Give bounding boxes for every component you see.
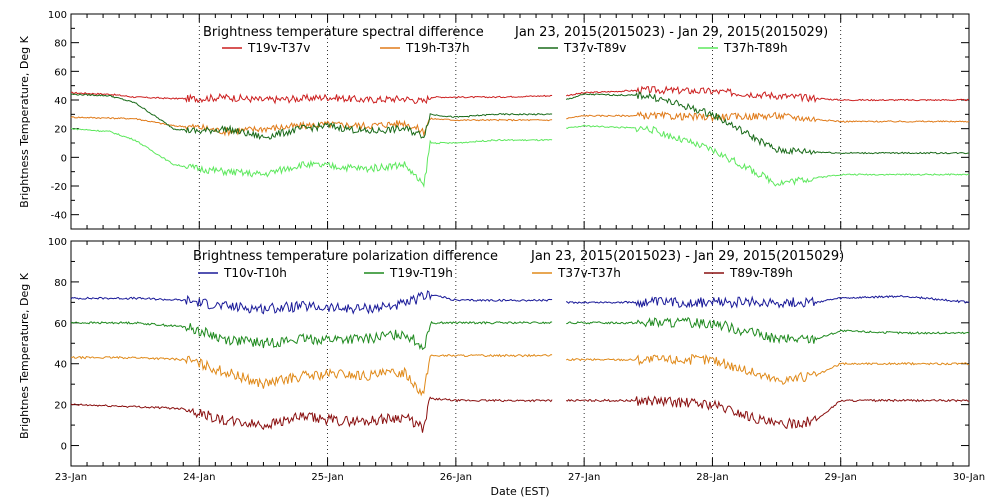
panel-spectral-x-ticks xyxy=(70,14,970,229)
series-line xyxy=(565,294,970,309)
panel-polarization-gridlines xyxy=(198,241,842,466)
series-line xyxy=(566,395,970,430)
y-tick-label: 20 xyxy=(54,125,67,136)
y-tick-label: 20 xyxy=(54,401,67,412)
panel-spectral-series xyxy=(70,85,970,188)
x-tick-label: 28-Jan xyxy=(696,472,728,483)
panel-polarization-title: Brightness temperature polarization diff… xyxy=(193,249,498,264)
y-tick-label: 100 xyxy=(48,10,67,21)
legend-label: T19v-T37v xyxy=(247,41,310,55)
legend-label: T37v-T37h xyxy=(557,266,621,280)
series-line xyxy=(565,91,970,156)
y-tick-label: 40 xyxy=(54,360,67,371)
legend-label: T19h-T37h xyxy=(405,41,470,55)
x-tick-label: 29-Jan xyxy=(825,472,857,483)
panel-polarization-series xyxy=(70,290,970,433)
x-tick-label: 27-Jan xyxy=(568,472,600,483)
panel-spectral-y-axis: -40 -20 0 20 40 60 80 100 xyxy=(48,10,969,230)
x-tick-label: 24-Jan xyxy=(183,472,215,483)
panel-polarization-date-range: Jan 23, 2015(2015023) - Jan 29, 2015(201… xyxy=(530,249,844,264)
y-tick-label: 60 xyxy=(54,319,67,330)
legend-label: T89v-T89h xyxy=(729,266,793,280)
y-tick-label: -40 xyxy=(51,211,67,222)
legend-label: T10v-T10h xyxy=(223,266,287,280)
panel-polarization-y-axis: 0 20 40 60 80 100 xyxy=(48,237,969,467)
y-tick-label: 60 xyxy=(54,67,67,78)
x-tick-label: 23-Jan xyxy=(55,472,87,483)
series-line xyxy=(71,127,553,188)
y-tick-label: 80 xyxy=(54,278,67,289)
panel-spectral-title: Brightness temperature spectral differen… xyxy=(203,25,484,40)
y-tick-label: 40 xyxy=(54,96,67,107)
series-line xyxy=(565,85,970,104)
panel-spectral-date-range: Jan 23, 2015(2015023) - Jan 29, 2015(201… xyxy=(514,25,828,40)
panel-polarization-legend: T10v-T10h T19v-T19h T37v-T37h T89v-T89h xyxy=(198,266,793,280)
y-tick-label: 0 xyxy=(61,153,67,164)
series-line xyxy=(70,320,553,351)
panel-spectral-y-label: Brightness Temperature, Deg K xyxy=(18,35,31,207)
series-line xyxy=(70,116,553,137)
x-tick-label: 30-Jan xyxy=(953,472,985,483)
panel-spectral-legend: T19v-T37v T19h-T37h T37v-T89v T37h-T89h xyxy=(222,41,788,55)
y-tick-label: 0 xyxy=(61,442,67,453)
x-tick-label: 25-Jan xyxy=(311,472,343,483)
series-line xyxy=(566,110,970,123)
panel-spectral: -40 -20 0 20 40 60 80 100 Brightness temperatur… xyxy=(18,10,970,230)
series-line xyxy=(565,353,970,386)
panel-polarization-y-label: Brightnes Temperature, Deg K xyxy=(18,272,31,439)
series-line xyxy=(70,290,553,315)
panel-polarization-frame xyxy=(70,240,970,467)
y-tick-label: 100 xyxy=(48,237,67,248)
x-tick-label: 26-Jan xyxy=(440,472,472,483)
x-axis-label: Date (EST) xyxy=(490,485,549,498)
y-tick-label: 80 xyxy=(54,39,67,50)
series-line xyxy=(70,353,553,397)
series-line xyxy=(566,124,970,187)
series-line xyxy=(70,93,553,141)
legend-label: T37h-T89h xyxy=(723,41,788,55)
series-line xyxy=(71,91,553,105)
legend-label: T37v-T89v xyxy=(563,41,626,55)
series-line xyxy=(566,316,970,345)
panel-polarization: 0 20 40 60 80 100 23-Jan 24-Jan 25-Jan 26-Jan 27-… xyxy=(18,237,985,498)
series-line xyxy=(70,396,553,433)
y-tick-label: -20 xyxy=(51,182,67,193)
legend-label: T19v-T19h xyxy=(389,266,453,280)
panel-polarization-x-axis: 23-Jan 24-Jan 25-Jan 26-Jan 27-Jan 28-Jan 29-J… xyxy=(55,241,985,483)
